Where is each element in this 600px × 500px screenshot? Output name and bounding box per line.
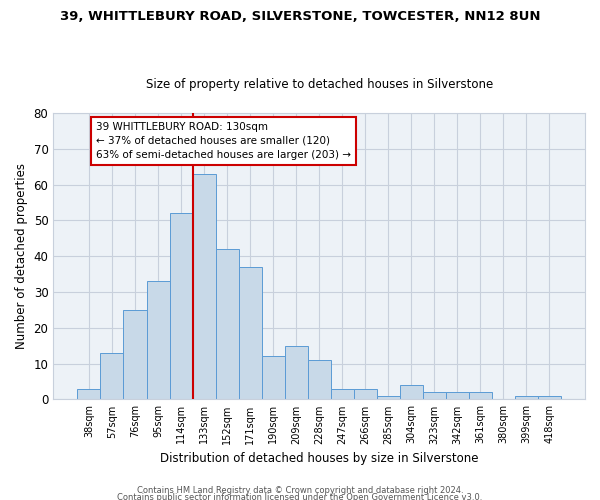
- Bar: [146, 282, 170, 400]
- Bar: [423, 392, 446, 400]
- Bar: [308, 360, 331, 400]
- Text: 39, WHITTLEBURY ROAD, SILVERSTONE, TOWCESTER, NN12 8UN: 39, WHITTLEBURY ROAD, SILVERSTONE, TOWCE…: [60, 10, 540, 23]
- Bar: [100, 353, 124, 400]
- Bar: [538, 396, 561, 400]
- Bar: [446, 392, 469, 400]
- Bar: [515, 396, 538, 400]
- Bar: [284, 346, 308, 400]
- Bar: [331, 388, 353, 400]
- Title: Size of property relative to detached houses in Silverstone: Size of property relative to detached ho…: [146, 78, 493, 91]
- Bar: [124, 310, 146, 400]
- Bar: [400, 385, 423, 400]
- Bar: [170, 214, 193, 400]
- Text: Contains public sector information licensed under the Open Government Licence v3: Contains public sector information licen…: [118, 494, 482, 500]
- Bar: [193, 174, 215, 400]
- Bar: [262, 356, 284, 400]
- Y-axis label: Number of detached properties: Number of detached properties: [15, 163, 28, 349]
- Bar: [469, 392, 492, 400]
- Text: 39 WHITTLEBURY ROAD: 130sqm
← 37% of detached houses are smaller (120)
63% of se: 39 WHITTLEBURY ROAD: 130sqm ← 37% of det…: [96, 122, 351, 160]
- Bar: [377, 396, 400, 400]
- Bar: [215, 249, 239, 400]
- Bar: [353, 388, 377, 400]
- X-axis label: Distribution of detached houses by size in Silverstone: Distribution of detached houses by size …: [160, 452, 478, 465]
- Bar: [239, 267, 262, 400]
- Bar: [77, 388, 100, 400]
- Text: Contains HM Land Registry data © Crown copyright and database right 2024.: Contains HM Land Registry data © Crown c…: [137, 486, 463, 495]
